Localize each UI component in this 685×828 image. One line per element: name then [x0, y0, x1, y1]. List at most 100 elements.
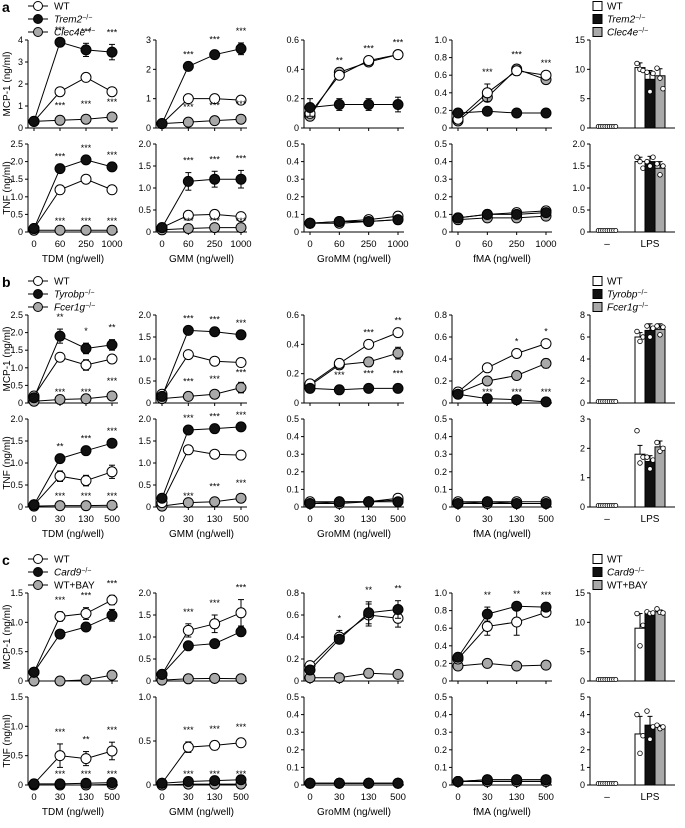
significance-stars: *** [55, 216, 66, 226]
data-point [511, 600, 523, 612]
y-tick-label: 3 [580, 414, 585, 424]
data-point [182, 640, 194, 652]
y-tick-label: 0.5 [286, 139, 299, 149]
bar [654, 75, 666, 129]
data-point [106, 224, 118, 236]
data-point [333, 384, 345, 396]
data-point [28, 778, 40, 790]
x-tick-label: 30 [482, 792, 493, 803]
x-tick-label: 0 [455, 514, 460, 525]
y-tick-label: 0.6 [286, 310, 299, 320]
data-point [540, 396, 552, 408]
x-tick-label: 130 [361, 792, 377, 803]
data-point [540, 357, 552, 369]
y-tick-label: 1.5 [138, 436, 151, 446]
data-point [511, 616, 523, 628]
y-tick-label: 0.2 [286, 745, 299, 755]
data-point [106, 353, 118, 365]
y-tick-label: 2.0 [10, 414, 23, 424]
y-tick-label: 2 [18, 79, 23, 89]
data-point [304, 664, 316, 676]
significance-stars: *** [183, 156, 194, 166]
data-point [28, 115, 40, 127]
data-point [106, 466, 118, 478]
significance-stars: *** [81, 143, 92, 153]
bar-dot [634, 610, 640, 617]
significance-stars: *** [81, 26, 92, 36]
series-line-0 [161, 213, 242, 229]
panel-letter: a [2, 0, 10, 15]
significance-stars: *** [482, 67, 493, 77]
data-point [363, 338, 375, 350]
significance-stars: ** [394, 584, 402, 594]
data-point [333, 777, 345, 789]
significance-stars: *** [183, 607, 194, 617]
y-tick-label: 1 [18, 101, 23, 111]
x-tick-label: 0 [159, 239, 164, 250]
data-point [235, 421, 247, 433]
data-point [182, 775, 194, 787]
y-tick-label: 0.6 [434, 332, 447, 342]
y-tick-label: 1.0 [10, 363, 23, 373]
legend-marker [33, 1, 43, 11]
y-tick-label: 0.2 [434, 658, 447, 668]
data-point [304, 777, 316, 789]
x-axis-label: fMA (ng/well) [473, 529, 531, 540]
legend-marker [33, 302, 43, 312]
series-line-1 [457, 393, 547, 403]
series-line-0 [161, 612, 242, 675]
x-tick-label: 250 [509, 239, 525, 250]
series-line-0 [33, 471, 113, 506]
y-tick-label: 0.1 [434, 484, 447, 494]
data-point [235, 357, 247, 369]
y-tick-label: 2 [146, 64, 151, 74]
data-point [235, 449, 247, 461]
data-point [80, 393, 92, 405]
bar-dot [613, 503, 619, 508]
series-line-1 [161, 178, 241, 228]
significance-stars: *** [236, 99, 247, 109]
data-point [452, 651, 464, 663]
data-point [209, 638, 221, 650]
subplot-mcp-0: 0 1 2 3 4 *** *** *** *** *** *** [18, 25, 118, 133]
significance-stars: *** [393, 368, 404, 378]
significance-stars: ** [484, 590, 492, 600]
bar-legend-label-0: WT [607, 2, 623, 13]
y-tick-label: 0.2 [286, 654, 299, 664]
data-point [452, 388, 464, 400]
data-point [304, 382, 316, 394]
y-tick-label: 0.8 [286, 588, 299, 598]
significance-stars: *** [183, 313, 194, 323]
significance-stars: ** [108, 323, 116, 333]
data-point [333, 496, 345, 508]
subplot-mcp-2: 00.20.40.60.8*** ** [286, 584, 404, 686]
data-point [80, 475, 92, 487]
x-tick-label: 500 [390, 514, 406, 525]
data-point [209, 496, 221, 508]
data-point [106, 499, 118, 511]
bar-subplot-tnf: 0 1 2 3 4 5 – LPS [580, 692, 675, 803]
y-tick-label: 0.5 [138, 480, 151, 490]
significance-stars: *** [363, 368, 374, 378]
y-tick-label: 0.5 [138, 736, 151, 746]
data-point [182, 222, 194, 234]
data-point [182, 175, 194, 187]
series-line-2 [161, 387, 242, 400]
data-point [54, 163, 66, 175]
data-point [392, 382, 404, 394]
data-point [54, 500, 66, 512]
series-line-1 [161, 631, 242, 675]
series-line-1 [309, 501, 398, 504]
significance-stars: *** [107, 491, 118, 501]
y-tick-label: 10 [575, 617, 585, 627]
data-point [333, 99, 345, 111]
bar-dot [647, 466, 653, 472]
significance-stars: *** [55, 727, 66, 737]
significance-stars: *** [236, 478, 247, 488]
y-tick-label: 0.5 [10, 480, 23, 490]
series-line-2 [309, 352, 399, 386]
data-point [54, 184, 66, 196]
significance-stars: *** [209, 374, 220, 384]
significance-stars: *** [183, 725, 194, 735]
y-tick-label: 0.5 [434, 414, 447, 424]
